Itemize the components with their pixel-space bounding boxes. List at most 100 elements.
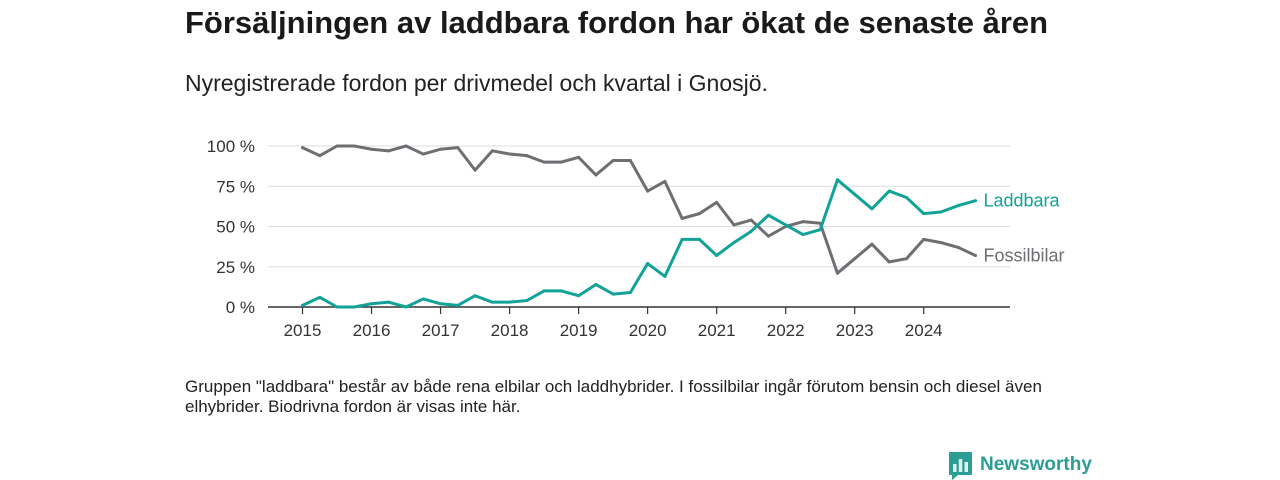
y-tick-label: 50 %	[216, 218, 255, 237]
data-point	[404, 305, 408, 309]
series-fossilbilar: Fossilbilar	[301, 144, 1065, 275]
data-point	[387, 300, 391, 304]
x-tick-label: 2018	[491, 321, 529, 340]
series-label-laddbara: Laddbara	[983, 191, 1060, 211]
data-point	[680, 237, 684, 241]
x-tick-label: 2017	[422, 321, 460, 340]
data-point	[594, 282, 598, 286]
data-point	[611, 292, 615, 296]
data-point	[801, 233, 805, 237]
data-point	[766, 213, 770, 217]
data-point	[559, 289, 563, 293]
chart-title: Försäljningen av laddbara fordon har öka…	[185, 5, 1049, 40]
data-point	[301, 303, 305, 307]
data-point	[973, 253, 977, 257]
data-point	[421, 152, 425, 156]
newsworthy-logo-icon	[949, 452, 972, 480]
data-point	[439, 302, 443, 306]
data-point	[577, 155, 581, 159]
data-point	[628, 158, 632, 162]
data-point	[318, 154, 322, 158]
data-point	[335, 144, 339, 148]
x-tick-label: 2016	[353, 321, 391, 340]
data-point	[508, 300, 512, 304]
data-point	[370, 302, 374, 306]
data-point	[749, 229, 753, 233]
data-point	[301, 146, 305, 150]
brand-name: Newsworthy	[980, 454, 1092, 475]
data-point	[594, 173, 598, 177]
data-point	[939, 210, 943, 214]
data-point	[525, 154, 529, 158]
data-point	[887, 260, 891, 264]
data-point	[835, 178, 839, 182]
data-point	[577, 294, 581, 298]
data-point	[473, 294, 477, 298]
y-tick-label: 75 %	[216, 177, 255, 196]
data-point	[646, 262, 650, 266]
data-point	[887, 189, 891, 193]
x-tick-label: 2019	[560, 321, 598, 340]
data-point	[542, 160, 546, 164]
series-line-laddbara	[301, 178, 977, 309]
newsworthy-logo[interactable]: Newsworthy	[949, 452, 1099, 480]
data-point	[628, 291, 632, 295]
data-point	[732, 223, 736, 227]
data-point	[370, 147, 374, 151]
data-point	[508, 152, 512, 156]
data-point	[456, 303, 460, 307]
gridlines	[268, 145, 1010, 268]
data-point	[335, 305, 339, 309]
x-axis-ticks: 2015 2016 2017 2018 2019 2020 2021 2022 2023 2024	[284, 307, 943, 340]
data-point	[490, 149, 494, 153]
data-point	[939, 241, 943, 245]
data-point	[715, 253, 719, 257]
data-point	[818, 228, 822, 232]
data-point	[870, 207, 874, 211]
data-point	[646, 189, 650, 193]
data-point	[680, 216, 684, 220]
data-point	[766, 234, 770, 238]
data-point	[439, 147, 443, 151]
data-point	[922, 212, 926, 216]
data-point	[801, 220, 805, 224]
data-point	[473, 168, 477, 172]
y-axis-labels: 0 % 25 % 50 % 75 % 100 %	[207, 137, 255, 317]
data-point	[525, 299, 529, 303]
data-point	[853, 192, 857, 196]
data-point	[542, 289, 546, 293]
data-point	[697, 212, 701, 216]
x-tick-label: 2022	[767, 321, 805, 340]
data-point	[732, 241, 736, 245]
data-point	[490, 300, 494, 304]
data-point	[318, 295, 322, 299]
data-point	[904, 196, 908, 200]
x-tick-label: 2020	[629, 321, 667, 340]
data-point	[611, 158, 615, 162]
data-point	[784, 223, 788, 227]
data-point	[697, 237, 701, 241]
data-point	[387, 149, 391, 153]
data-point	[835, 271, 839, 275]
data-point	[956, 245, 960, 249]
data-point	[663, 274, 667, 278]
x-tick-label: 2024	[905, 321, 943, 340]
data-point	[456, 146, 460, 150]
chart-subtitle: Nyregistrerade fordon per drivmedel och …	[185, 70, 768, 96]
y-tick-label: 0 %	[226, 298, 255, 317]
data-point	[853, 257, 857, 261]
data-point	[715, 200, 719, 204]
data-point	[352, 144, 356, 148]
data-point	[922, 237, 926, 241]
data-point	[352, 305, 356, 309]
data-point	[421, 297, 425, 301]
data-point	[904, 257, 908, 261]
data-point	[559, 160, 563, 164]
data-point	[749, 218, 753, 222]
data-point	[973, 199, 977, 203]
x-tick-label: 2015	[284, 321, 322, 340]
x-tick-label: 2021	[698, 321, 736, 340]
data-point	[870, 242, 874, 246]
data-point	[956, 204, 960, 208]
